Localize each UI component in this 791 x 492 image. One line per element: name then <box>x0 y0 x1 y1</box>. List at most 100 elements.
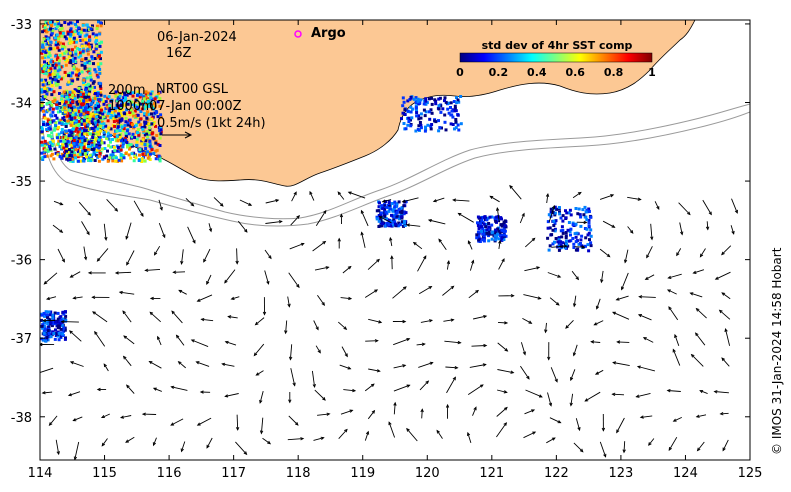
sst-pixel <box>84 88 88 92</box>
sst-pixel <box>487 227 491 231</box>
sst-pixel <box>475 236 479 240</box>
current-vector <box>57 248 65 263</box>
sst-pixel <box>42 67 46 71</box>
sst-pixel <box>86 94 90 98</box>
colorbar-tick-label: 1 <box>648 66 656 79</box>
sst-pixel <box>68 51 72 55</box>
sst-pixel <box>68 148 71 152</box>
sst-pixel <box>50 24 54 28</box>
sst-pixel <box>375 217 379 221</box>
sst-pixel <box>579 224 583 228</box>
sst-pixel <box>113 149 117 153</box>
current-vector-head <box>208 228 213 233</box>
sst-pixel <box>50 141 54 145</box>
sst-pixel <box>108 156 112 160</box>
isobath-200m <box>49 103 750 220</box>
sst-pixel <box>43 144 47 148</box>
sst-pixel <box>130 100 134 104</box>
current-vector <box>640 415 653 418</box>
current-vector-head <box>593 322 598 326</box>
current-vector <box>546 193 549 204</box>
colorbar <box>459 52 653 63</box>
sst-pixel <box>377 214 381 217</box>
sst-pixel <box>84 83 88 87</box>
current-vector-head <box>114 207 119 212</box>
current-vector-head <box>393 401 397 406</box>
sst-pixel <box>95 44 99 48</box>
sst-pixel <box>69 29 72 33</box>
sst-pixel <box>400 117 403 121</box>
current-vector-head <box>637 314 642 318</box>
current-vector-head <box>40 342 43 347</box>
sst-pixel <box>98 91 102 95</box>
sst-pixel <box>92 144 96 148</box>
sst-pixel <box>61 332 65 336</box>
sst-pixel <box>583 215 587 219</box>
sst-pixel <box>69 32 73 36</box>
sst-pixel <box>144 152 148 155</box>
sst-pixel <box>126 145 129 149</box>
sst-pixel <box>499 228 503 232</box>
current-vector-head <box>206 444 210 449</box>
sst-pixel <box>68 158 72 161</box>
sst-pixel <box>61 31 65 35</box>
sst-pixel <box>51 100 55 103</box>
sst-pixel <box>146 144 150 147</box>
sst-pixel <box>46 37 50 41</box>
sst-pixel <box>57 125 60 129</box>
sst-pixel <box>68 93 72 96</box>
sst-pixel <box>78 133 82 137</box>
sst-pixel <box>58 28 62 32</box>
current-vector <box>672 349 681 366</box>
sst-pixel <box>67 32 71 36</box>
sst-pixel <box>131 91 135 95</box>
sst-pixel <box>40 125 44 129</box>
sst-pixel <box>55 40 58 44</box>
current-vector <box>591 341 601 343</box>
sst-pixel <box>86 123 90 127</box>
current-vector-head <box>170 422 175 426</box>
sst-pixel <box>83 132 87 136</box>
sst-pixel <box>41 158 45 161</box>
current-vector <box>361 232 366 248</box>
sst-pixel <box>128 92 132 96</box>
sst-pixel <box>57 65 61 69</box>
sst-pixel <box>41 83 45 87</box>
current-time-label: 07-Jan 00:00Z <box>149 99 242 114</box>
sst-pixel <box>64 144 68 148</box>
current-vector <box>496 389 507 393</box>
sst-pixel <box>145 132 149 136</box>
sst-pixel <box>83 139 87 143</box>
current-vector-head <box>611 224 616 228</box>
sst-pixel <box>73 88 77 92</box>
current-vector <box>650 223 653 240</box>
sst-pixel <box>587 210 591 213</box>
sst-pixel <box>133 154 137 158</box>
sst-pixel <box>46 119 50 123</box>
sst-pixel <box>482 222 486 226</box>
sst-pixel <box>433 98 437 102</box>
sst-pixel <box>41 326 45 330</box>
sst-pixel <box>88 47 92 51</box>
sst-pixel <box>70 116 73 120</box>
sst-pixel <box>141 152 145 156</box>
current-vector-head <box>300 242 305 247</box>
sst-pixel <box>557 236 561 240</box>
sst-pixel <box>406 109 410 113</box>
sst-pixel <box>72 40 76 44</box>
sst-pixel <box>117 149 121 153</box>
sst-pixel <box>137 103 141 107</box>
sst-pixel <box>82 109 86 113</box>
sst-pixel <box>40 151 44 155</box>
sst-pixel <box>476 224 480 227</box>
sst-pixel <box>566 244 570 248</box>
sst-pixel <box>68 109 72 113</box>
current-vector-head <box>471 259 475 264</box>
sst-pixel <box>139 117 143 121</box>
sst-pixel <box>90 142 94 145</box>
sst-pixel <box>57 118 61 122</box>
sst-pixel <box>116 97 120 101</box>
sst-pixel <box>115 106 119 110</box>
sst-pixel <box>85 61 89 65</box>
